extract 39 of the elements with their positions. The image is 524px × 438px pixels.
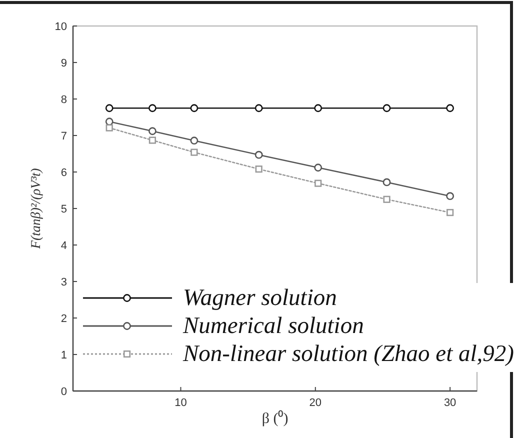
y-tick-label: 1: [60, 349, 67, 362]
y-tick-label: 0: [60, 386, 67, 398]
point: [254, 104, 263, 112]
y-tick-label: 6: [60, 166, 67, 179]
point: [190, 136, 198, 145]
point: [105, 104, 114, 112]
legend-label: Non-linear solution (Zhao et al,92): [182, 341, 514, 368]
y-tick-label: 7: [60, 130, 67, 142]
point: [106, 124, 113, 132]
point: [255, 166, 262, 173]
y-tick-label: 5: [60, 203, 67, 216]
y-tick-label: 10: [54, 20, 67, 33]
point: [446, 192, 454, 200]
x-axis-title: β (⁰): [262, 410, 288, 427]
point: [382, 178, 391, 186]
legend-label: Numerical solution: [182, 313, 364, 340]
y-tick-label: 4: [60, 240, 67, 252]
point: [314, 104, 322, 112]
point: [383, 196, 390, 203]
x-tick-label: 10: [174, 396, 187, 409]
point: [190, 148, 198, 156]
point: [314, 180, 322, 187]
y-axis-title: F(tanβ)²/(ρV³t): [28, 168, 43, 250]
point: [446, 208, 454, 216]
y-tick-label: 2: [60, 312, 67, 325]
point: [314, 164, 322, 172]
point: [254, 150, 263, 159]
point: [148, 104, 156, 112]
point: [148, 127, 156, 136]
x-tick-label: 30: [444, 396, 456, 409]
legend-label: Wagner solution: [183, 285, 337, 312]
x-tick-label: 20: [309, 396, 322, 409]
point: [382, 104, 391, 112]
point: [148, 136, 156, 144]
y-tick-label: 3: [60, 276, 67, 288]
y-tick-label: 8: [60, 94, 67, 106]
point: [446, 104, 454, 112]
point: [190, 104, 198, 112]
y-tick-label: 9: [60, 57, 67, 70]
